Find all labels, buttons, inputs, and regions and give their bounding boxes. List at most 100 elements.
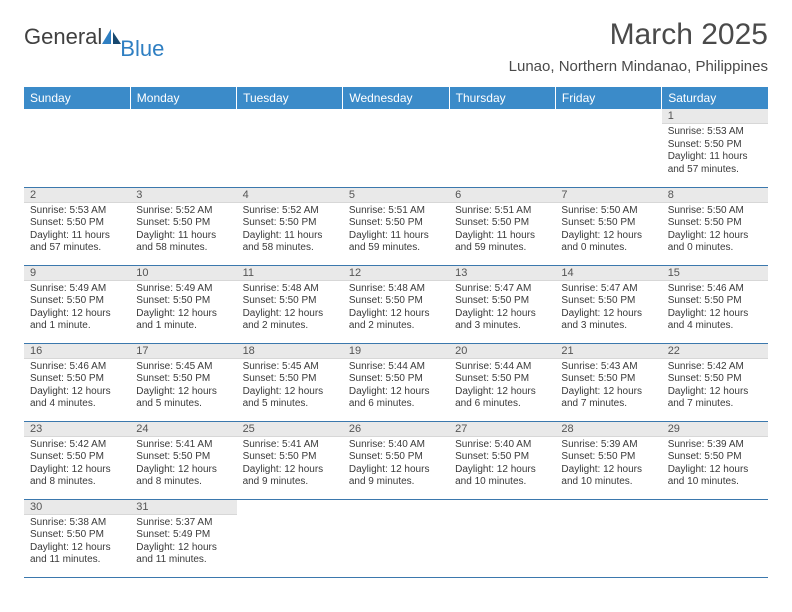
daylight-text: Daylight: 12 hours and 10 minutes. bbox=[561, 464, 655, 489]
sunset-text: Sunset: 5:50 PM bbox=[136, 451, 230, 464]
day-details: Sunrise: 5:44 AMSunset: 5:50 PMDaylight:… bbox=[449, 359, 555, 415]
sunrise-text: Sunrise: 5:43 AM bbox=[561, 361, 655, 374]
sunset-text: Sunset: 5:50 PM bbox=[455, 217, 549, 230]
daylight-text: Daylight: 12 hours and 9 minutes. bbox=[243, 464, 337, 489]
logo-text-general: General bbox=[24, 24, 102, 50]
day-details: Sunrise: 5:39 AMSunset: 5:50 PMDaylight:… bbox=[555, 437, 661, 493]
sunrise-text: Sunrise: 5:52 AM bbox=[136, 205, 230, 218]
sunrise-text: Sunrise: 5:42 AM bbox=[30, 439, 124, 452]
weekday-header-row: Sunday Monday Tuesday Wednesday Thursday… bbox=[24, 87, 768, 109]
calendar-cell: 15Sunrise: 5:46 AMSunset: 5:50 PMDayligh… bbox=[662, 265, 768, 343]
calendar-cell: 31Sunrise: 5:37 AMSunset: 5:49 PMDayligh… bbox=[130, 499, 236, 577]
calendar-cell: 27Sunrise: 5:40 AMSunset: 5:50 PMDayligh… bbox=[449, 421, 555, 499]
sunrise-text: Sunrise: 5:47 AM bbox=[561, 283, 655, 296]
sunset-text: Sunset: 5:50 PM bbox=[349, 217, 443, 230]
calendar-cell: 29Sunrise: 5:39 AMSunset: 5:50 PMDayligh… bbox=[662, 421, 768, 499]
sunrise-text: Sunrise: 5:51 AM bbox=[349, 205, 443, 218]
day-details: Sunrise: 5:45 AMSunset: 5:50 PMDaylight:… bbox=[130, 359, 236, 415]
day-details: Sunrise: 5:39 AMSunset: 5:50 PMDaylight:… bbox=[662, 437, 768, 493]
title-block: March 2025 Lunao, Northern Mindanao, Phi… bbox=[509, 18, 768, 75]
sunset-text: Sunset: 5:50 PM bbox=[668, 139, 762, 152]
weekday-header: Wednesday bbox=[343, 87, 449, 109]
sunset-text: Sunset: 5:50 PM bbox=[561, 217, 655, 230]
day-details: Sunrise: 5:38 AMSunset: 5:50 PMDaylight:… bbox=[24, 515, 130, 571]
calendar-cell bbox=[555, 109, 661, 187]
daylight-text: Daylight: 12 hours and 1 minute. bbox=[136, 308, 230, 333]
calendar-cell bbox=[449, 109, 555, 187]
daylight-text: Daylight: 12 hours and 10 minutes. bbox=[455, 464, 549, 489]
calendar-row: 16Sunrise: 5:46 AMSunset: 5:50 PMDayligh… bbox=[24, 343, 768, 421]
sunset-text: Sunset: 5:50 PM bbox=[668, 295, 762, 308]
day-details: Sunrise: 5:46 AMSunset: 5:50 PMDaylight:… bbox=[24, 359, 130, 415]
day-number: 3 bbox=[130, 188, 236, 203]
sunrise-text: Sunrise: 5:39 AM bbox=[561, 439, 655, 452]
weekday-header: Sunday bbox=[24, 87, 130, 109]
daylight-text: Daylight: 12 hours and 8 minutes. bbox=[136, 464, 230, 489]
calendar-cell: 17Sunrise: 5:45 AMSunset: 5:50 PMDayligh… bbox=[130, 343, 236, 421]
location: Lunao, Northern Mindanao, Philippines bbox=[509, 58, 768, 75]
calendar-cell: 28Sunrise: 5:39 AMSunset: 5:50 PMDayligh… bbox=[555, 421, 661, 499]
calendar-cell: 21Sunrise: 5:43 AMSunset: 5:50 PMDayligh… bbox=[555, 343, 661, 421]
calendar-cell bbox=[130, 109, 236, 187]
calendar-cell: 5Sunrise: 5:51 AMSunset: 5:50 PMDaylight… bbox=[343, 187, 449, 265]
day-number: 8 bbox=[662, 188, 768, 203]
daylight-text: Daylight: 11 hours and 58 minutes. bbox=[136, 230, 230, 255]
calendar-body: 1Sunrise: 5:53 AMSunset: 5:50 PMDaylight… bbox=[24, 109, 768, 577]
sunrise-text: Sunrise: 5:53 AM bbox=[668, 126, 762, 139]
weekday-header: Monday bbox=[130, 87, 236, 109]
daylight-text: Daylight: 12 hours and 5 minutes. bbox=[136, 386, 230, 411]
daylight-text: Daylight: 12 hours and 5 minutes. bbox=[243, 386, 337, 411]
calendar-cell bbox=[24, 109, 130, 187]
sunrise-text: Sunrise: 5:42 AM bbox=[668, 361, 762, 374]
sunset-text: Sunset: 5:50 PM bbox=[243, 373, 337, 386]
daylight-text: Daylight: 11 hours and 59 minutes. bbox=[455, 230, 549, 255]
calendar-cell: 13Sunrise: 5:47 AMSunset: 5:50 PMDayligh… bbox=[449, 265, 555, 343]
day-details: Sunrise: 5:47 AMSunset: 5:50 PMDaylight:… bbox=[449, 281, 555, 337]
daylight-text: Daylight: 12 hours and 0 minutes. bbox=[561, 230, 655, 255]
daylight-text: Daylight: 12 hours and 6 minutes. bbox=[455, 386, 549, 411]
day-number: 14 bbox=[555, 266, 661, 281]
sunrise-text: Sunrise: 5:40 AM bbox=[349, 439, 443, 452]
sunrise-text: Sunrise: 5:41 AM bbox=[136, 439, 230, 452]
day-number: 16 bbox=[24, 344, 130, 359]
calendar-cell: 20Sunrise: 5:44 AMSunset: 5:50 PMDayligh… bbox=[449, 343, 555, 421]
sunset-text: Sunset: 5:50 PM bbox=[668, 451, 762, 464]
daylight-text: Daylight: 12 hours and 2 minutes. bbox=[349, 308, 443, 333]
calendar-cell bbox=[449, 499, 555, 577]
day-details: Sunrise: 5:50 AMSunset: 5:50 PMDaylight:… bbox=[662, 203, 768, 259]
sunset-text: Sunset: 5:50 PM bbox=[561, 373, 655, 386]
daylight-text: Daylight: 12 hours and 4 minutes. bbox=[30, 386, 124, 411]
day-details: Sunrise: 5:53 AMSunset: 5:50 PMDaylight:… bbox=[24, 203, 130, 259]
sunrise-text: Sunrise: 5:37 AM bbox=[136, 517, 230, 530]
day-number: 30 bbox=[24, 500, 130, 515]
daylight-text: Daylight: 12 hours and 0 minutes. bbox=[668, 230, 762, 255]
calendar-cell: 1Sunrise: 5:53 AMSunset: 5:50 PMDaylight… bbox=[662, 109, 768, 187]
sunrise-text: Sunrise: 5:45 AM bbox=[136, 361, 230, 374]
calendar-cell bbox=[237, 499, 343, 577]
sunrise-text: Sunrise: 5:45 AM bbox=[243, 361, 337, 374]
day-number: 2 bbox=[24, 188, 130, 203]
sunset-text: Sunset: 5:50 PM bbox=[243, 295, 337, 308]
daylight-text: Daylight: 11 hours and 59 minutes. bbox=[349, 230, 443, 255]
daylight-text: Daylight: 12 hours and 9 minutes. bbox=[349, 464, 443, 489]
sunrise-text: Sunrise: 5:41 AM bbox=[243, 439, 337, 452]
sunset-text: Sunset: 5:50 PM bbox=[30, 295, 124, 308]
sunrise-text: Sunrise: 5:38 AM bbox=[30, 517, 124, 530]
calendar-cell: 14Sunrise: 5:47 AMSunset: 5:50 PMDayligh… bbox=[555, 265, 661, 343]
logo-text-blue: Blue bbox=[120, 36, 164, 62]
sunset-text: Sunset: 5:50 PM bbox=[455, 295, 549, 308]
day-details: Sunrise: 5:48 AMSunset: 5:50 PMDaylight:… bbox=[343, 281, 449, 337]
sunrise-text: Sunrise: 5:52 AM bbox=[243, 205, 337, 218]
calendar-cell: 18Sunrise: 5:45 AMSunset: 5:50 PMDayligh… bbox=[237, 343, 343, 421]
calendar-cell: 6Sunrise: 5:51 AMSunset: 5:50 PMDaylight… bbox=[449, 187, 555, 265]
sunset-text: Sunset: 5:50 PM bbox=[668, 373, 762, 386]
sunset-text: Sunset: 5:50 PM bbox=[561, 451, 655, 464]
daylight-text: Daylight: 12 hours and 10 minutes. bbox=[668, 464, 762, 489]
daylight-text: Daylight: 12 hours and 3 minutes. bbox=[455, 308, 549, 333]
sunset-text: Sunset: 5:50 PM bbox=[30, 373, 124, 386]
sail-icon bbox=[102, 28, 122, 46]
day-number: 26 bbox=[343, 422, 449, 437]
calendar-row: 30Sunrise: 5:38 AMSunset: 5:50 PMDayligh… bbox=[24, 499, 768, 577]
daylight-text: Daylight: 12 hours and 2 minutes. bbox=[243, 308, 337, 333]
sunset-text: Sunset: 5:50 PM bbox=[30, 217, 124, 230]
